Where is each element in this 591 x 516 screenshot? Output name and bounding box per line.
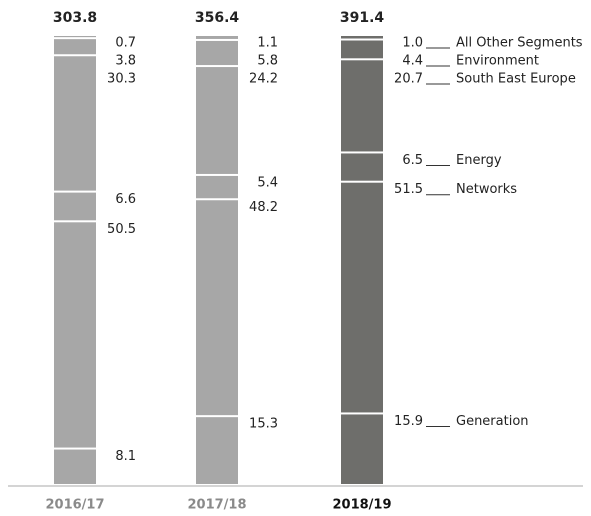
value-label: 24.2: [249, 72, 278, 87]
bar-segment: [54, 222, 96, 448]
bar-segment: [196, 36, 238, 39]
bar-segment: [54, 36, 96, 38]
value-label: 48.2: [249, 200, 278, 215]
total-label: 391.4: [340, 10, 385, 26]
value-label: 15.3: [249, 417, 278, 432]
bar-segment: [341, 60, 383, 152]
bar-segment: [196, 417, 238, 484]
value-label: 1.1: [257, 36, 278, 51]
value-label: 1.0: [402, 36, 423, 51]
x-tick-label: 2018/19: [332, 498, 391, 513]
series-label: Networks: [456, 182, 517, 197]
value-label: 4.4: [402, 54, 423, 69]
value-label: 5.8: [257, 54, 278, 69]
x-tick-label: 2016/17: [45, 498, 104, 513]
total-label: 356.4: [195, 10, 240, 26]
series-label: Generation: [456, 414, 529, 429]
value-label: 5.4: [257, 175, 278, 190]
series-label: All Other Segments: [456, 36, 583, 51]
series-label: Environment: [456, 54, 539, 69]
value-label: 50.5: [107, 222, 136, 237]
value-label: 3.8: [115, 54, 136, 69]
bar-segment: [54, 39, 96, 55]
bar-segment: [196, 175, 238, 199]
value-label: 0.7: [115, 36, 136, 51]
series-label: South East Europe: [456, 72, 576, 87]
value-label: 30.3: [107, 72, 136, 87]
bar-segment: [341, 182, 383, 413]
series-label: Energy: [456, 153, 502, 168]
value-label: 15.9: [394, 414, 423, 429]
bar-segment: [196, 200, 238, 416]
bar-segment: [54, 56, 96, 191]
value-label: 20.7: [394, 72, 423, 87]
bar-segment: [341, 36, 383, 39]
bar-segment: [341, 414, 383, 484]
bar-segment: [196, 67, 238, 174]
total-label: 303.8: [53, 10, 97, 26]
bar-segment: [196, 40, 238, 66]
bar-segment: [54, 192, 96, 221]
value-label: 51.5: [394, 182, 423, 197]
x-tick-label: 2017/18: [187, 498, 246, 513]
value-label: 6.5: [402, 153, 423, 168]
value-label: 8.1: [115, 449, 136, 464]
value-label: 6.6: [115, 192, 136, 207]
bar-segment: [341, 153, 383, 181]
bar-segment: [341, 40, 383, 59]
bar-segment: [54, 449, 96, 484]
